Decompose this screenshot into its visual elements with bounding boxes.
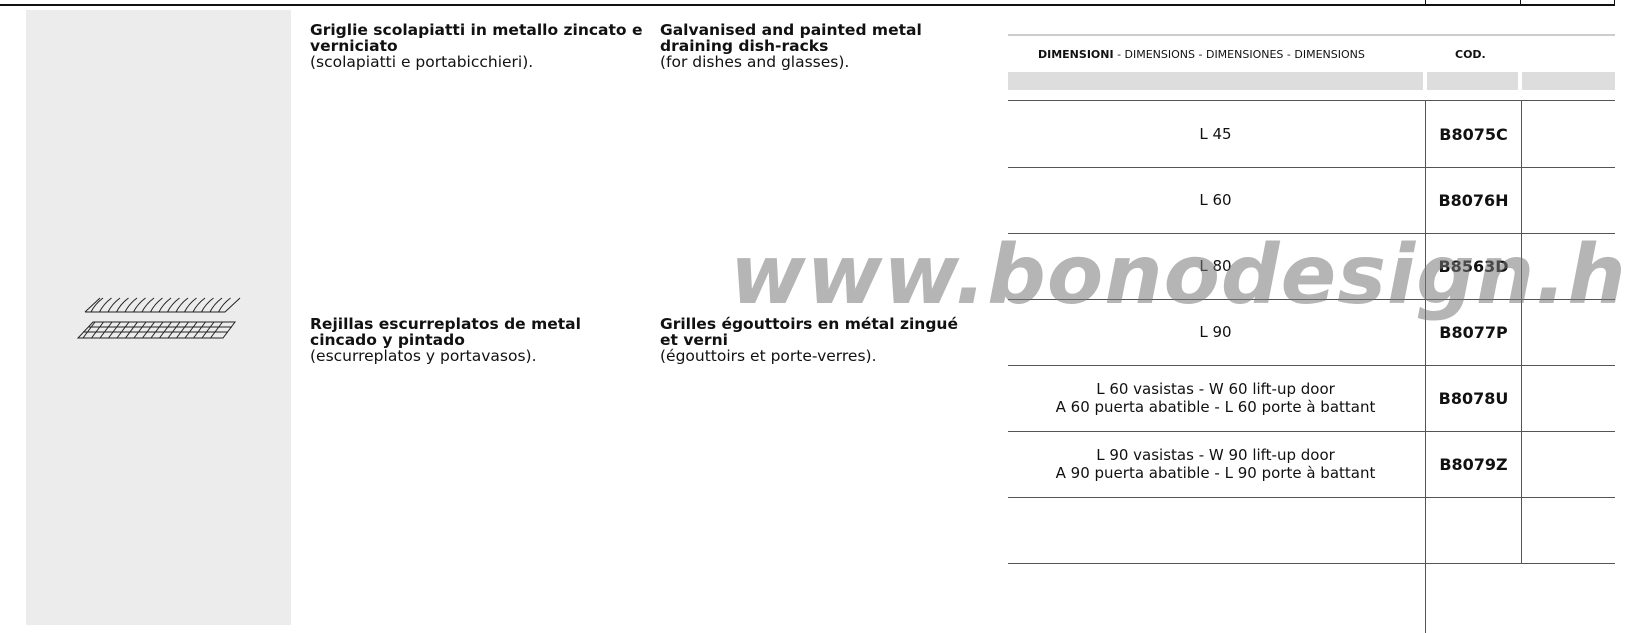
product-subtitle: (escurreplatos y portavasos). — [310, 347, 537, 365]
dimension-text: L 90 — [1199, 323, 1232, 341]
product-block: Galvanised and painted metal draining di… — [660, 22, 980, 70]
table-row: L 90 B8077P — [1008, 299, 1615, 366]
header-bar — [1008, 72, 1423, 90]
table-row: L 45 B8075C — [1008, 101, 1615, 168]
dimension-text: L 45 — [1199, 125, 1232, 143]
code-cell: B8078U — [1425, 365, 1522, 431]
code-cell: B8079Z — [1425, 431, 1522, 497]
dimension-text: A 90 puerta abatible - L 90 porte à batt… — [1055, 464, 1376, 482]
top-divider — [1520, 0, 1521, 5]
dimension-text: L 90 vasistas - W 90 lift-up door — [1096, 446, 1335, 464]
dimensions-header: DIMENSIONI - DIMENSIONS - DIMENSIONES - … — [1038, 48, 1365, 61]
product-block: Rejillas escurreplatos de metal cincado … — [310, 316, 610, 364]
code-cell — [1425, 563, 1521, 633]
header-bold: DIMENSIONI — [1038, 48, 1114, 61]
dimension-text: L 80 — [1199, 257, 1232, 275]
dimension-cell: L 90 — [1008, 299, 1423, 365]
dimension-text: L 60 vasistas - W 60 lift-up door — [1096, 380, 1335, 398]
code-text: B8076H — [1438, 190, 1509, 210]
top-divider — [1425, 0, 1426, 5]
top-divider — [1614, 0, 1615, 5]
product-subtitle: (for dishes and glasses). — [660, 53, 850, 71]
table-row: L 60 vasistas - W 60 lift-up door A 60 pu… — [1008, 365, 1615, 432]
product-block: Griglie scolapiatti in metallo zincato e… — [310, 22, 645, 70]
table-header: DIMENSIONI - DIMENSIONS - DIMENSIONES - … — [1008, 34, 1615, 74]
code-header: COD. — [1455, 48, 1486, 61]
table-rule — [1008, 100, 1615, 101]
product-subtitle: (égouttoirs et porte-verres). — [660, 347, 877, 365]
product-title: Grilles égouttoirs en métal zingué et ve… — [660, 315, 958, 349]
code-cell — [1425, 497, 1522, 563]
table-row: L 80 B8563D — [1008, 233, 1615, 300]
dimension-cell: L 60 — [1008, 167, 1423, 233]
code-cell: B8075C — [1425, 101, 1522, 167]
dimension-text: A 60 puerta abatible - L 60 porte à batt… — [1055, 398, 1376, 416]
code-text: B8563D — [1438, 256, 1509, 276]
dimension-cell: L 45 — [1008, 101, 1423, 167]
dimension-cell: L 60 vasistas - W 60 lift-up door A 60 pu… — [1008, 365, 1423, 431]
dimension-text: L 60 — [1199, 191, 1232, 209]
top-rule — [0, 4, 1615, 6]
product-title: Galvanised and painted metal draining di… — [660, 21, 922, 55]
code-cell: B8563D — [1425, 233, 1522, 299]
image-panel — [26, 10, 291, 625]
watermark: www.bonodesign.hu — [730, 228, 1631, 323]
dimension-cell: L 80 — [1008, 233, 1423, 299]
dimension-cell: L 90 vasistas - W 90 lift-up door A 90 pu… — [1008, 431, 1423, 497]
table-row: L 90 vasistas - W 90 lift-up door A 90 pu… — [1008, 431, 1615, 498]
table-row — [1008, 563, 1615, 633]
code-text: B8077P — [1439, 322, 1508, 342]
code-text: B8078U — [1438, 388, 1509, 408]
dish-rack-icon — [76, 297, 241, 339]
product-title: Rejillas escurreplatos de metal cincado … — [310, 315, 581, 349]
code-cell: B8077P — [1425, 299, 1522, 365]
product-subtitle: (scolapiatti e portabicchieri). — [310, 53, 534, 71]
product-block: Grilles égouttoirs en métal zingué et ve… — [660, 316, 980, 364]
dimension-cell — [1008, 563, 1423, 633]
code-text: B8079Z — [1439, 454, 1508, 474]
code-cell: B8076H — [1425, 167, 1522, 233]
table-row: L 60 B8076H — [1008, 167, 1615, 234]
header-rest: - DIMENSIONS - DIMENSIONES - DIMENSIONS — [1117, 48, 1365, 61]
dimension-cell — [1008, 497, 1423, 563]
code-text: B8075C — [1439, 124, 1508, 144]
header-bar — [1522, 72, 1615, 90]
table-row — [1008, 497, 1615, 564]
header-bar — [1427, 72, 1518, 90]
product-title: Griglie scolapiatti in metallo zincato e… — [310, 21, 643, 55]
